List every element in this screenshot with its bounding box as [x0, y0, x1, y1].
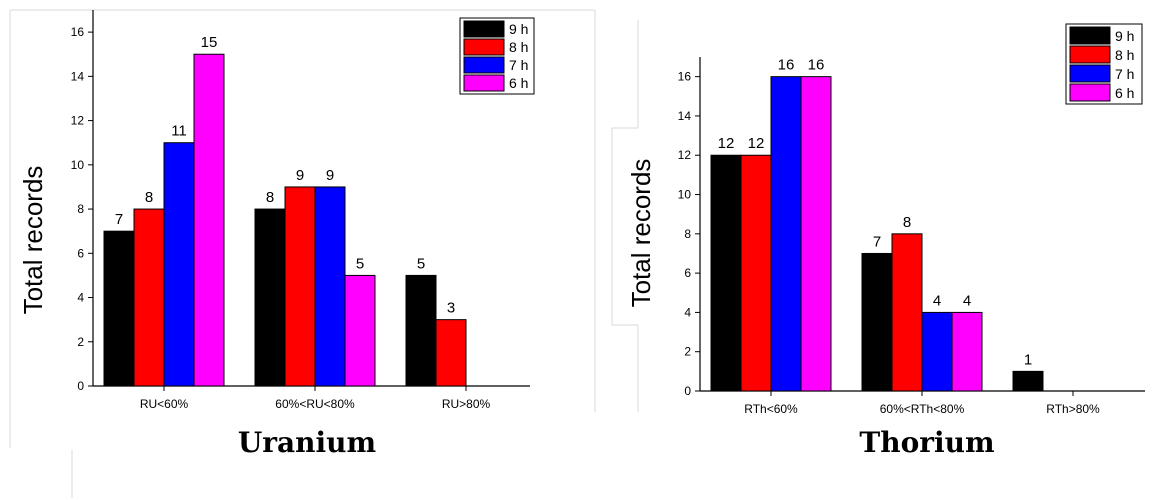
bar-9h: [103, 230, 135, 387]
bar-7h: [921, 311, 953, 392]
legend-swatch: [463, 74, 505, 92]
legend: 9 h 8 h 7 h 6 h: [459, 17, 535, 95]
legend: 9 h 8 h 7 h 6 h: [1065, 23, 1143, 105]
legend-entry: 7 h: [1115, 66, 1134, 82]
data-label: 15: [201, 34, 218, 51]
data-label: 5: [417, 255, 425, 272]
y-tick-label: 16: [71, 25, 85, 39]
legend-swatch: [1069, 26, 1111, 45]
bar-7h: [163, 142, 195, 387]
data-label: 3: [447, 300, 455, 317]
bar-9h: [861, 252, 893, 392]
data-label: 12: [748, 135, 765, 152]
bar-7h: [314, 186, 346, 387]
y-tick-label: 0: [684, 384, 691, 398]
y-tick-label: 8: [77, 202, 84, 216]
x-category-label: RU<60%: [140, 397, 189, 411]
legend-swatch: [1069, 64, 1111, 83]
bar-9h: [405, 274, 437, 387]
y-axis-label: Total records: [626, 159, 656, 308]
right-panel-frame: [611, 20, 639, 412]
data-label: 9: [326, 167, 334, 184]
bar-8h: [740, 154, 772, 392]
data-label: 4: [933, 292, 941, 309]
y-tick-label: 8: [684, 227, 691, 241]
bar-9h: [254, 208, 286, 387]
data-label: 8: [145, 189, 153, 206]
data-label: 11: [171, 123, 187, 140]
y-tick-label: 4: [684, 305, 691, 319]
y-tick-label: 14: [71, 69, 85, 83]
y-axis-label: Total records: [18, 166, 48, 315]
legend-swatch: [463, 56, 505, 74]
data-label: 1: [1024, 351, 1032, 368]
left-panel-frame: [9, 9, 596, 498]
bar-8h: [133, 208, 165, 387]
chart-title: Uranium: [238, 426, 376, 459]
legend-entry: 7 h: [509, 57, 528, 73]
bar-7h: [770, 76, 802, 392]
legend-swatch: [1069, 45, 1111, 64]
bar-6h: [193, 53, 225, 387]
y-tick-label: 2: [77, 335, 84, 349]
y-tick-label: 4: [77, 291, 84, 305]
y-tick-label: 6: [684, 266, 691, 280]
legend-swatch: [463, 38, 505, 56]
data-label: 7: [873, 233, 881, 250]
bar-9h: [710, 154, 742, 392]
bar-6h: [344, 274, 376, 387]
legend-entry: 8 h: [509, 39, 528, 55]
data-label: 8: [266, 189, 274, 206]
legend-swatch: [463, 20, 505, 38]
bar-6h: [800, 76, 832, 392]
legend-entry: 9 h: [509, 21, 528, 37]
bar-9h: [1012, 370, 1044, 392]
x-category-label: RU>80%: [442, 397, 491, 411]
data-label: 8: [903, 214, 911, 231]
data-label: 12: [718, 135, 735, 152]
bar-8h: [435, 319, 467, 387]
legend-entry: 8 h: [1115, 47, 1134, 63]
bar-8h: [284, 186, 316, 387]
data-label: 16: [778, 57, 795, 74]
uranium-chart: 0 2 4 6 8 10 12 14 16 RU<60% 7 8 11 15 60%<RU<80% 8 9 9 5 R…: [18, 10, 535, 459]
x-category-label: RTh>80%: [1046, 402, 1100, 416]
chart-title: Thorium: [859, 426, 994, 459]
y-tick-label: 2: [684, 345, 691, 359]
y-tick-label: 6: [77, 246, 84, 260]
legend-entry: 9 h: [1115, 28, 1134, 44]
bar-8h: [891, 233, 923, 392]
x-category-label: 60%<RTh<80%: [880, 402, 965, 416]
x-category-label: 60%<RU<80%: [275, 397, 355, 411]
y-tick-label: 12: [678, 148, 692, 162]
x-category-label: RTh<60%: [744, 402, 798, 416]
y-tick-label: 16: [678, 70, 692, 84]
y-tick-label: 10: [678, 188, 692, 202]
data-label: 5: [356, 255, 364, 272]
bar-6h: [951, 311, 983, 392]
y-tick-label: 0: [77, 379, 84, 393]
y-tick-label: 12: [71, 114, 85, 128]
legend-swatch: [1069, 83, 1111, 102]
data-label: 7: [115, 211, 123, 228]
y-tick-label: 14: [678, 109, 692, 123]
data-label: 9: [296, 167, 304, 184]
data-label: 4: [963, 292, 971, 309]
legend-entry: 6 h: [509, 75, 528, 91]
y-tick-label: 10: [71, 158, 85, 172]
legend-entry: 6 h: [1115, 85, 1134, 101]
data-label: 16: [808, 57, 825, 74]
